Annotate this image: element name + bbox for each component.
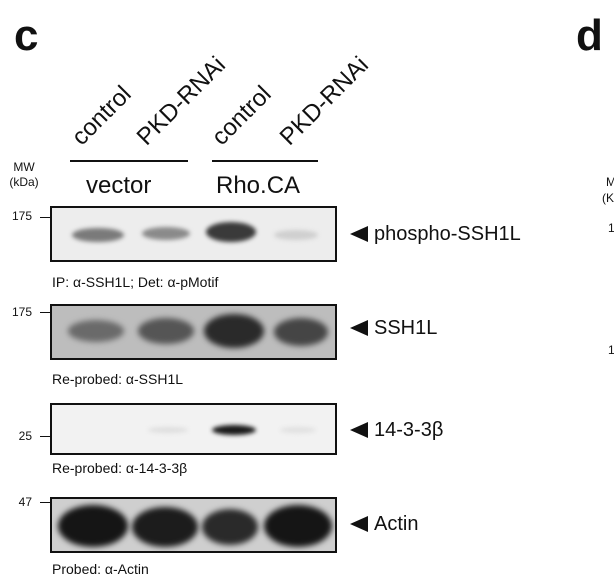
- band-lane-3: [204, 314, 264, 348]
- caption-blot-4: Probed: α-Actin: [52, 561, 149, 577]
- target-name: phospho-SSH1L: [374, 223, 521, 245]
- blot-ssh1l: [50, 304, 337, 360]
- mw-marker-47: 47: [18, 495, 32, 509]
- band-lane-1: [68, 320, 124, 342]
- mw-header: MW (kDa): [2, 160, 46, 190]
- target-name: 14-3-3β: [374, 419, 444, 441]
- target-label-actin: Actin: [350, 514, 418, 534]
- blot-actin: [50, 497, 337, 553]
- mw-tick-25: [40, 436, 50, 437]
- band-lane-3: [206, 222, 256, 242]
- group-label-rho: Rho.CA: [216, 172, 301, 199]
- mw-tick-175-a: [40, 217, 50, 218]
- panel-d-fragment-4: 1: [608, 343, 614, 357]
- band-lane-3: [212, 425, 256, 435]
- blot-14-3-3-beta: [50, 403, 337, 455]
- caption-blot-3: Re-probed: α-14-3-3β: [52, 460, 188, 476]
- mw-tick-175-b: [40, 312, 50, 313]
- arrow-icon: [350, 422, 368, 438]
- band-lane-2: [148, 427, 188, 433]
- band-lane-2: [142, 227, 190, 240]
- panel-d-fragment-3: 1: [608, 221, 614, 235]
- target-name: SSH1L: [374, 317, 438, 339]
- lane-label-3: control: [206, 80, 277, 151]
- panel-d-fragment-1: M: [606, 175, 614, 189]
- mw-unit-label: (kDa): [9, 175, 39, 189]
- mw-marker-175-a: 175: [11, 209, 32, 223]
- target-label-ssh1l: SSH1L: [350, 318, 437, 338]
- mw-marker-25: 25: [18, 429, 32, 443]
- mw-marker-175-b: 175: [11, 305, 32, 319]
- arrow-icon: [350, 516, 368, 532]
- band-lane-3: [202, 509, 258, 545]
- group-underline-rho: [212, 160, 318, 162]
- target-label-14-3-3-beta: 14-3-3β: [350, 420, 443, 440]
- band-lane-2: [132, 507, 198, 547]
- mw-tick-47: [40, 502, 50, 503]
- lane-label-4: PKD-RNAi: [274, 51, 374, 151]
- band-lane-1: [72, 228, 124, 242]
- blot-phospho-ssh1l: [50, 206, 337, 262]
- group-underline-vector: [70, 160, 188, 162]
- band-lane-4: [274, 230, 318, 240]
- target-name: Actin: [374, 513, 419, 535]
- arrow-icon: [350, 226, 368, 242]
- panel-letter-c: c: [14, 11, 39, 60]
- caption-blot-2: Re-probed: α-SSH1L: [52, 371, 184, 387]
- caption-blot-1: IP: α-SSH1L; Det: α-pMotif: [52, 274, 219, 290]
- arrow-icon: [350, 320, 368, 336]
- panel-letter-d: d: [576, 11, 603, 60]
- band-lane-4: [274, 318, 328, 346]
- lane-label-1: control: [66, 80, 137, 151]
- band-lane-4: [280, 427, 316, 433]
- mw-label: MW: [13, 160, 35, 174]
- panel-d-fragment-2: (K: [602, 191, 614, 205]
- band-lane-1: [58, 505, 128, 547]
- group-label-vector: vector: [86, 172, 152, 199]
- target-label-phospho-ssh1l: phospho-SSH1L: [350, 224, 521, 244]
- band-lane-2: [138, 318, 194, 344]
- band-lane-4: [264, 505, 332, 547]
